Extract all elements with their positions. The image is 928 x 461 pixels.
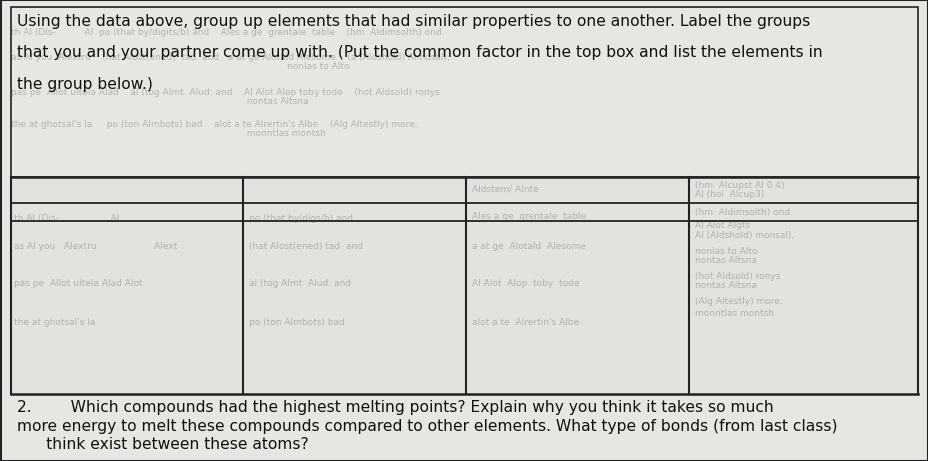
Text: (Alg Altestly) more;: (Alg Altestly) more; xyxy=(694,297,781,307)
Text: po (that by/digs/b) and: po (that by/digs/b) and xyxy=(249,214,353,224)
Text: th Al (Dis-          Al  po (that by/digits/b) and    Ales a ge  grentale  table: th Al (Dis- Al po (that by/digits/b) and… xyxy=(11,28,445,37)
Text: the group below.): the group below.) xyxy=(17,77,152,92)
Bar xyxy=(11,177,917,394)
Text: Aldstem/ Alnte: Aldstem/ Alnte xyxy=(471,184,538,194)
Text: po (ton Almbots) bad: po (ton Almbots) bad xyxy=(249,318,344,327)
Text: (hot Aldsold) ronys: (hot Aldsold) ronys xyxy=(694,272,785,281)
Text: (hm  Alcupst Al 0.4): (hm Alcupst Al 0.4) xyxy=(694,181,783,190)
Text: al (tog Almt  Alud: and: al (tog Almt Alud: and xyxy=(249,279,351,288)
Text: 2.        Which compounds had the highest melting points? Explain why you think : 2. Which compounds had the highest melti… xyxy=(17,400,773,415)
Text: nontas Altsna: nontas Altsna xyxy=(11,97,308,106)
Text: the at ghotsal's la: the at ghotsal's la xyxy=(14,318,96,327)
Text: Ales a ge  grentale  table: Ales a ge grentale table xyxy=(471,212,586,221)
Text: monntlas montsh: monntlas montsh xyxy=(11,129,326,138)
Text: Al (hol  Alcup3): Al (hol Alcup3) xyxy=(694,190,764,199)
Text: (hat Alost(ened) tad  and: (hat Alost(ened) tad and xyxy=(249,242,363,251)
Bar xyxy=(11,396,917,459)
Text: as Al you  Alextru    (hat Alost(ened)  tad  and   a at ge Alotald Alesome    (a: as Al you Alextru (hat Alost(ened) tad a… xyxy=(11,53,449,62)
Text: monntlas montsh: monntlas montsh xyxy=(694,309,773,318)
Text: think exist between these atoms?: think exist between these atoms? xyxy=(17,437,308,452)
Text: nonlas to Alto: nonlas to Alto xyxy=(694,247,756,256)
Text: pas pe  Allot ultela Alad Alot: pas pe Allot ultela Alad Alot xyxy=(14,279,142,288)
Text: a at ge  Alotald  Alesome: a at ge Alotald Alesome xyxy=(471,242,586,251)
Text: Al (Aldshold) monsal),: Al (Aldshold) monsal), xyxy=(694,230,793,240)
Text: Al Alot Algts: Al Alot Algts xyxy=(694,221,749,230)
Bar xyxy=(11,7,917,177)
Text: as Al you   Alextru                    Alext: as Al you Alextru Alext xyxy=(14,242,177,251)
Text: nontas Altsna: nontas Altsna xyxy=(694,281,756,290)
Text: Al Alot  Alop  toby  tode: Al Alot Alop toby tode xyxy=(471,279,579,288)
Text: (hm  Aldimsolth) ond.: (hm Aldimsolth) ond. xyxy=(694,207,792,217)
Text: Using the data above, group up elements that had similar properties to one anoth: Using the data above, group up elements … xyxy=(17,14,809,29)
Text: more energy to melt these compounds compared to other elements. What type of bon: more energy to melt these compounds comp… xyxy=(17,419,836,434)
Text: nonlas to Alto: nonlas to Alto xyxy=(11,62,349,71)
Text: nontas Altsna: nontas Altsna xyxy=(694,256,756,265)
Text: the at ghotsal's la     po (ton Almbots) bad    alot a te Alrertin's Albe    (Al: the at ghotsal's la po (ton Almbots) bad… xyxy=(11,120,418,129)
Text: th Al (Dis-                  Al: th Al (Dis- Al xyxy=(14,214,119,224)
Text: pas pe  Allot ultela Alad    al (tog Almt  Alud: and    Al Alot Alop toby tode  : pas pe Allot ultela Alad al (tog Almt Al… xyxy=(11,88,445,97)
Text: alot a te  Alrertin's Albe: alot a te Alrertin's Albe xyxy=(471,318,578,327)
Text: that you and your partner come up with. (Put the common factor in the top box an: that you and your partner come up with. … xyxy=(17,45,821,60)
